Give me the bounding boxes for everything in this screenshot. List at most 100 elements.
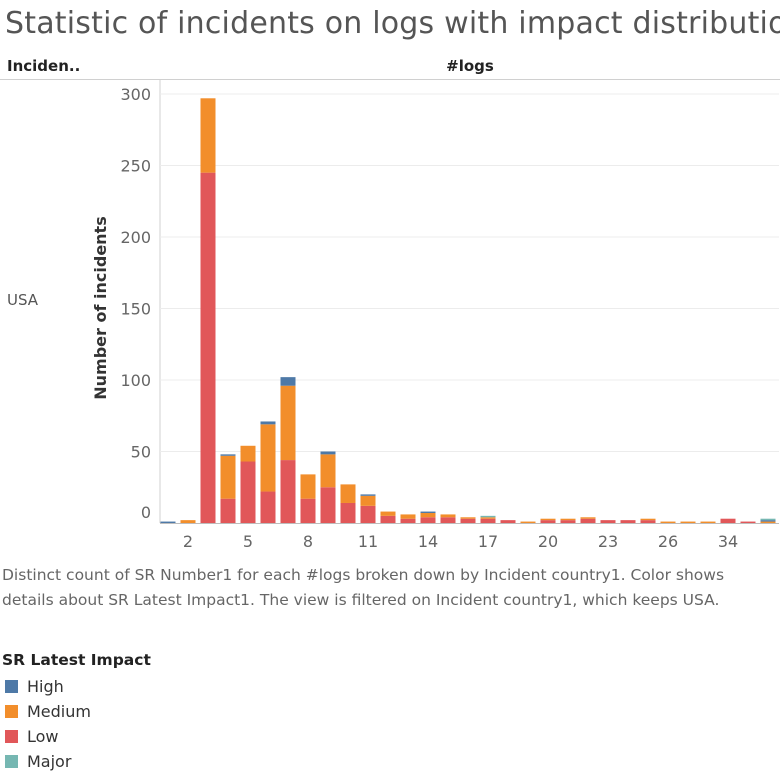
bar-segment-medium[interactable] [680,521,696,523]
bar-segment-low[interactable] [360,505,376,523]
legend-item-major[interactable]: Major [5,749,91,774]
bar-segment-low[interactable] [600,520,616,523]
bar-chart[interactable]: 0 50 100 150 200 250 300 2 5 8 11 14 17 20 23 26 34 Num… [0,0,780,560]
bar-segment-low[interactable] [500,520,516,523]
bar-segment-medium[interactable] [440,514,456,518]
y-axis-label: Number of incidents [91,216,110,399]
bar-segment-low[interactable] [640,520,656,523]
legend-label: Medium [27,702,91,721]
bar-segment-major[interactable] [480,515,496,518]
x-tick-label: 8 [303,532,313,551]
bar-segment-low[interactable] [340,502,356,523]
bar-segment-medium[interactable] [180,520,196,523]
bar-segment-low[interactable] [440,517,456,523]
bar-segment-medium[interactable] [520,521,536,523]
bar-segment-low[interactable] [740,521,756,523]
bar-segment-low[interactable] [620,520,636,523]
bar-segment-low[interactable] [460,518,476,523]
bar-segment-high[interactable] [420,511,436,513]
gridlines [159,80,779,523]
bar-segment-low[interactable] [240,461,256,523]
legend-swatch-medium [5,705,18,718]
bar-segment-low[interactable] [540,520,556,523]
y-tick-label: 300 [120,85,151,104]
x-tick-label: 34 [718,532,738,551]
bar-segment-medium[interactable] [660,521,676,523]
legend-label: Major [27,752,72,771]
x-tick-label: 2 [183,532,193,551]
bar-segment-high[interactable] [360,494,376,496]
legend-swatch-high [5,680,18,693]
bar-segment-low[interactable] [560,520,576,523]
bar-segment-low[interactable] [320,487,336,523]
bar-segment-low[interactable] [420,517,436,523]
legend-item-medium[interactable]: Medium [5,699,91,724]
bar-segment-high[interactable] [220,454,236,456]
bar-segment-high[interactable] [320,451,336,455]
legend: High Medium Low Major [5,674,91,774]
bar-segment-low[interactable] [220,498,236,523]
legend-item-low[interactable]: Low [5,724,91,749]
row-label-usa: USA [7,291,39,309]
bar-segment-medium[interactable] [540,518,556,521]
bar-segment-medium[interactable] [480,517,496,519]
y-tick-label: 200 [120,228,151,247]
bar-segment-medium[interactable] [560,518,576,521]
bar-segment-medium[interactable] [760,521,776,523]
y-tick-label: 50 [131,443,151,462]
bar-segment-medium[interactable] [200,98,216,173]
bar-segment-high[interactable] [760,520,776,522]
bar-segment-low[interactable] [300,498,316,523]
bar-segment-low[interactable] [200,172,216,523]
x-axis: 2 5 8 11 14 17 20 23 26 34 [160,523,779,551]
x-tick-label: 23 [598,532,618,551]
header-divider [0,79,780,80]
bar-segment-low[interactable] [280,460,296,523]
bar-segment-medium[interactable] [240,445,256,462]
legend-label: Low [27,727,59,746]
bar-segment-high[interactable] [160,521,176,523]
bar-segment-medium[interactable] [320,454,336,488]
bar-segment-medium[interactable] [640,518,656,521]
bar-segment-medium[interactable] [400,514,416,519]
bar-segment-medium[interactable] [280,385,296,461]
bar-segment-medium[interactable] [300,474,316,499]
column-header: #logs [446,57,494,75]
chart-caption: Distinct count of SR Number1 for each #l… [2,566,725,609]
bar-segment-medium[interactable] [220,455,236,499]
bar-segment-medium[interactable] [380,511,396,516]
x-tick-label: 11 [358,532,378,551]
legend-swatch-low [5,730,18,743]
y-tick-label: 150 [120,300,151,319]
bar-segment-medium[interactable] [460,517,476,519]
bar-segment-medium[interactable] [260,424,276,492]
bar-segment-medium[interactable] [700,521,716,523]
bar-segment-high[interactable] [260,421,276,425]
chart-title: Statistic of incidents on logs with impa… [5,6,780,41]
x-tick-label: 20 [538,532,558,551]
legend-title: SR Latest Impact [2,651,151,669]
y-tick-label: 250 [120,157,151,176]
bar-segment-low[interactable] [380,515,396,523]
bar-segment-high[interactable] [280,377,296,386]
bar-segment-low[interactable] [400,518,416,523]
legend-item-high[interactable]: High [5,674,91,699]
row-header[interactable]: Inciden.. [7,57,81,75]
legend-label: High [27,677,64,696]
bar-segment-medium[interactable] [360,495,376,506]
y-axis: 0 50 100 150 200 250 300 [120,85,151,522]
legend-swatch-major [5,755,18,768]
bar-segment-major[interactable] [760,518,776,521]
bar-segment-medium[interactable] [420,512,436,518]
bar-segment-low[interactable] [720,518,736,523]
y-tick-label: 0 [141,503,151,522]
x-tick-label: 5 [243,532,253,551]
x-tick-label: 17 [478,532,498,551]
bar-segment-medium[interactable] [580,517,596,519]
bars [160,98,776,523]
bar-segment-low[interactable] [580,518,596,523]
bar-segment-medium[interactable] [340,484,356,503]
x-tick-label: 14 [418,532,438,551]
bar-segment-low[interactable] [260,491,276,523]
bar-segment-low[interactable] [480,518,496,523]
